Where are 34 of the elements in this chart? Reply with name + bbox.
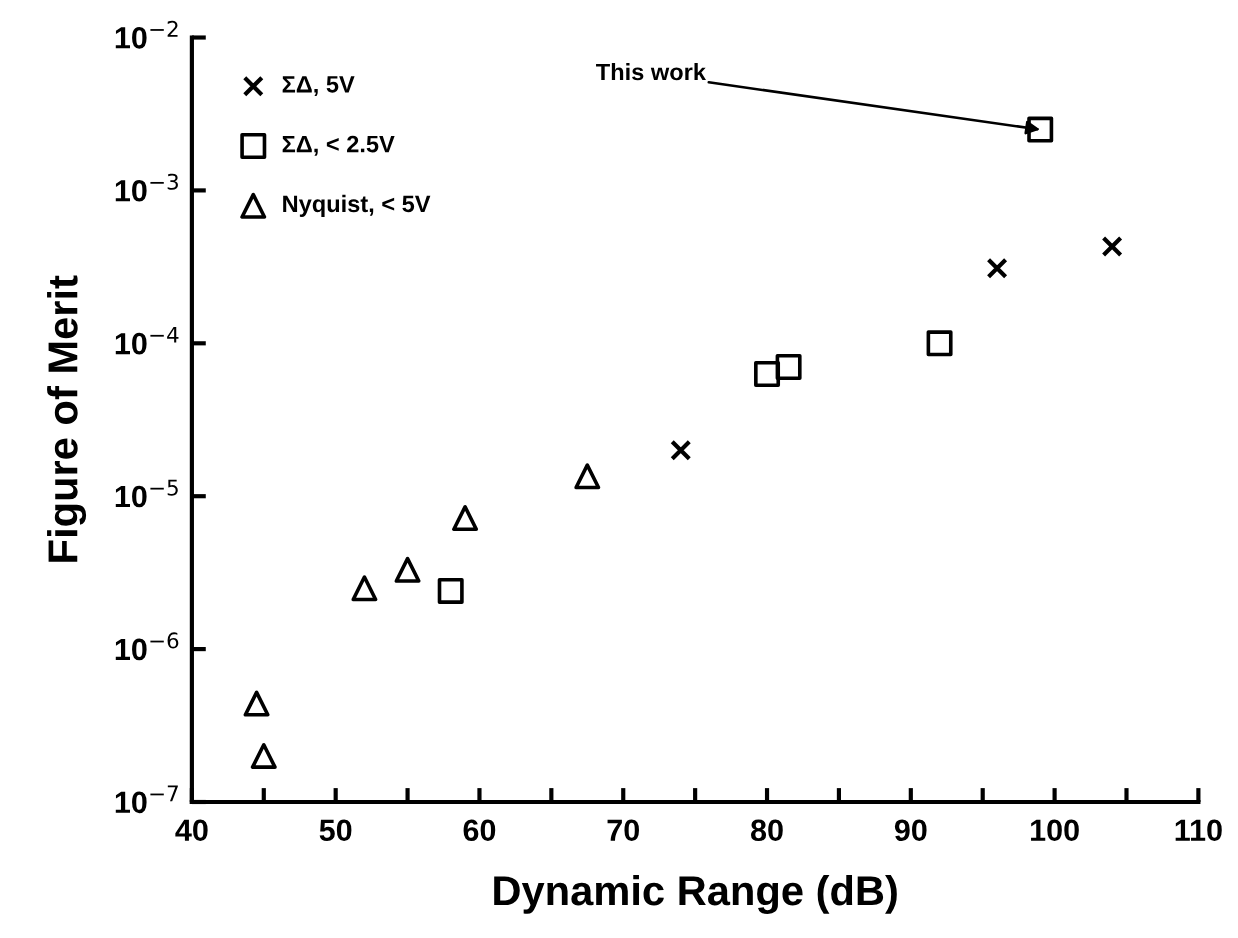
point	[775, 353, 802, 380]
point	[351, 575, 378, 602]
x-tick-label: 80	[751, 819, 783, 842]
y-tick-label: 10$^{−5}$	[115, 479, 178, 508]
point	[250, 742, 277, 769]
point	[437, 577, 464, 604]
x-tick-label: 40	[175, 819, 208, 842]
x-tick-label: 110	[1175, 819, 1222, 842]
x-tick-label: 70	[607, 819, 639, 842]
point	[452, 505, 479, 532]
y-axis-title: Figure of Merit	[47, 275, 87, 562]
point	[1101, 235, 1123, 258]
point	[986, 257, 1008, 279]
point	[670, 439, 692, 461]
x-tick-label: 100	[1031, 819, 1079, 842]
legend-label: ΣΔ, 5V	[282, 76, 355, 97]
y-tick-label: 10$^{−7}$	[115, 785, 178, 814]
y-tick-label: 10$^{−3}$	[115, 173, 178, 202]
y-tick-label: 10$^{−2}$	[115, 20, 178, 49]
point	[1027, 116, 1054, 143]
x-axis-title: Dynamic Range (dB)	[494, 874, 897, 914]
x-tick-label: 90	[894, 819, 927, 842]
point	[394, 556, 421, 583]
point	[243, 690, 270, 717]
legend-label: Nyquist, < 5V	[283, 194, 431, 217]
point	[754, 360, 781, 387]
point	[926, 330, 953, 357]
y-tick-label: 10$^{−4}$	[115, 326, 179, 355]
annotation: This work	[596, 63, 707, 81]
y-tick-label: 10$^{−6}$	[115, 632, 179, 661]
x-tick-label: 50	[319, 819, 352, 842]
legend-label: ΣΔ, < 2.5V	[282, 135, 395, 156]
x-tick-label: 60	[463, 819, 496, 842]
point	[574, 463, 601, 490]
